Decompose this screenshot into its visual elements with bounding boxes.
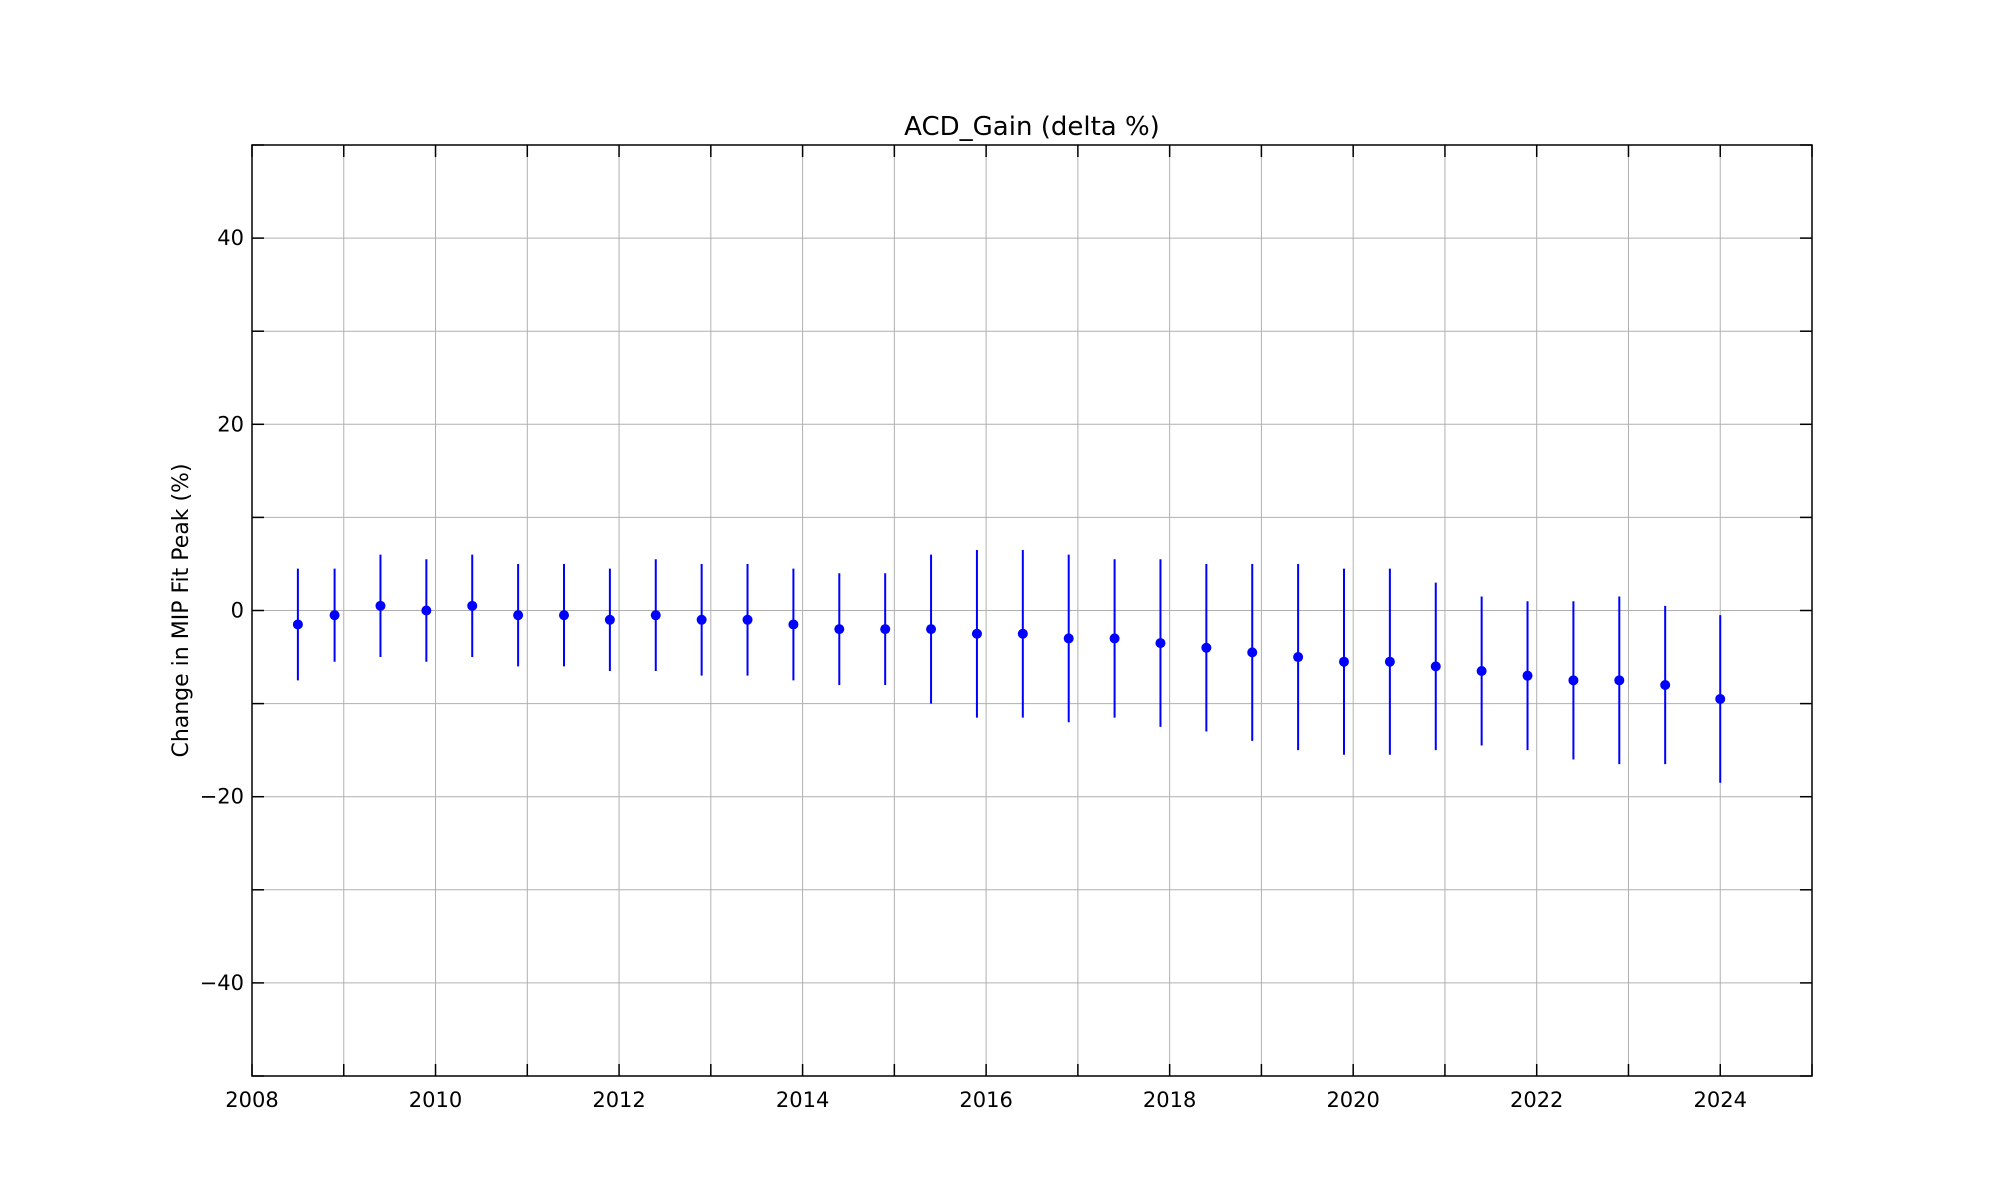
data-point <box>1247 647 1258 658</box>
x-tick-label: 2016 <box>959 1088 1012 1112</box>
data-point <box>1660 679 1671 690</box>
data-point <box>1155 638 1166 649</box>
grid-layer <box>252 145 1812 1076</box>
data-point <box>1568 675 1579 686</box>
x-tick-label: 2012 <box>592 1088 645 1112</box>
data-point <box>880 624 891 635</box>
x-tick-label: 2022 <box>1510 1088 1563 1112</box>
data-point <box>742 614 753 625</box>
data-point <box>834 624 845 635</box>
data-point <box>650 610 661 621</box>
y-tick-label: 40 <box>217 226 244 250</box>
data-point <box>1293 652 1304 663</box>
x-tick-label: 2010 <box>409 1088 462 1112</box>
x-tick-label: 2014 <box>776 1088 829 1112</box>
data-point <box>1339 656 1349 667</box>
chart-title: ACD_Gain (delta %) <box>904 112 1160 142</box>
data-point <box>604 614 615 625</box>
data-point <box>513 610 524 621</box>
data-point <box>329 610 340 621</box>
data-point <box>1109 633 1120 644</box>
data-point <box>788 619 799 630</box>
data-point <box>375 600 386 611</box>
data-point <box>1476 666 1487 677</box>
data-point <box>292 619 303 630</box>
data-point <box>559 610 569 621</box>
data-point <box>1017 628 1028 639</box>
x-tick-label: 2024 <box>1694 1088 1747 1112</box>
data-point <box>696 614 707 625</box>
data-layer <box>292 549 1726 783</box>
data-point <box>421 605 432 616</box>
data-point <box>1384 656 1395 667</box>
data-point <box>1614 675 1625 686</box>
ticks-layer: 2008 2010 2012 2014 2016 2018 2020 2022 2024 −40 −… <box>200 144 1813 1112</box>
data-point <box>1063 633 1074 644</box>
y-tick-label: −40 <box>200 971 244 995</box>
data-point <box>926 624 937 635</box>
data-point <box>467 600 478 611</box>
data-point <box>1522 670 1533 681</box>
data-point <box>971 628 982 639</box>
x-tick-label: 2018 <box>1143 1088 1196 1112</box>
data-point <box>1715 693 1726 704</box>
data-point <box>1201 642 1212 653</box>
y-tick-label: 0 <box>231 599 244 623</box>
y-tick-label: 20 <box>217 412 244 436</box>
data-point <box>1430 661 1441 672</box>
y-axis-label: Change in MIP Fit Peak (%) <box>169 463 194 757</box>
x-tick-label: 2008 <box>225 1088 278 1112</box>
x-tick-label: 2020 <box>1326 1088 1379 1112</box>
y-tick-label: −20 <box>200 785 244 809</box>
